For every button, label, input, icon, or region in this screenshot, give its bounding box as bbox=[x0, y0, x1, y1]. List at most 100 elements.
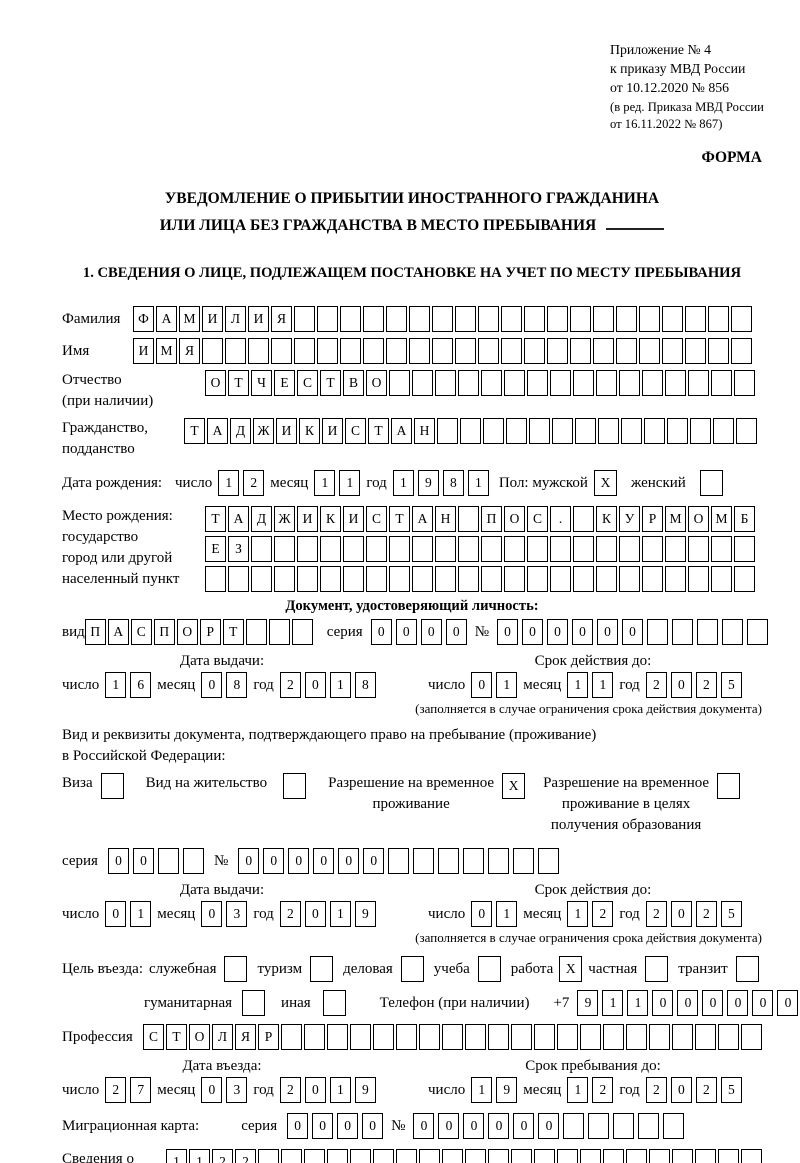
char-box[interactable]: 0 bbox=[313, 848, 335, 874]
char-box[interactable]: 0 bbox=[652, 990, 674, 1016]
char-box[interactable] bbox=[506, 418, 527, 444]
char-box[interactable] bbox=[248, 338, 269, 364]
char-box[interactable] bbox=[638, 1113, 660, 1139]
char-box[interactable]: О bbox=[688, 506, 709, 532]
char-box[interactable]: Т bbox=[368, 418, 389, 444]
char-box[interactable] bbox=[550, 370, 571, 396]
char-box[interactable]: 3 bbox=[226, 901, 248, 927]
char-box[interactable]: Р bbox=[258, 1024, 279, 1050]
char-box[interactable] bbox=[157, 848, 179, 874]
char-box[interactable]: Т bbox=[166, 1024, 187, 1050]
char-box[interactable] bbox=[258, 1149, 279, 1163]
char-box[interactable] bbox=[645, 956, 669, 982]
char-box[interactable]: 1 bbox=[627, 990, 649, 1016]
char-box[interactable] bbox=[388, 848, 410, 874]
char-box[interactable] bbox=[413, 848, 435, 874]
char-box[interactable]: 0 bbox=[238, 848, 260, 874]
char-box[interactable]: В bbox=[343, 370, 364, 396]
char-box[interactable] bbox=[672, 1149, 693, 1163]
char-box[interactable] bbox=[644, 418, 665, 444]
char-box[interactable]: 6 bbox=[130, 672, 152, 698]
char-box[interactable] bbox=[665, 536, 686, 562]
char-box[interactable] bbox=[455, 306, 476, 332]
char-box[interactable] bbox=[481, 536, 502, 562]
char-box[interactable]: П bbox=[481, 506, 502, 532]
char-box[interactable]: 1 bbox=[567, 1077, 589, 1103]
char-box[interactable]: Ч bbox=[251, 370, 272, 396]
char-box[interactable] bbox=[228, 566, 249, 592]
char-box[interactable]: 0 bbox=[670, 1077, 692, 1103]
char-box[interactable]: 0 bbox=[677, 990, 699, 1016]
char-box[interactable]: Н bbox=[414, 418, 435, 444]
char-box[interactable] bbox=[283, 773, 307, 799]
char-box[interactable]: 7 bbox=[130, 1077, 152, 1103]
char-box[interactable] bbox=[534, 1149, 555, 1163]
char-box[interactable] bbox=[688, 536, 709, 562]
char-box[interactable] bbox=[667, 418, 688, 444]
char-box[interactable] bbox=[741, 1024, 762, 1050]
char-box[interactable] bbox=[412, 370, 433, 396]
char-box[interactable] bbox=[524, 338, 545, 364]
char-box[interactable] bbox=[663, 1113, 685, 1139]
char-box[interactable]: 2 bbox=[645, 1077, 667, 1103]
char-box[interactable] bbox=[100, 773, 124, 799]
char-box[interactable]: 1 bbox=[166, 1149, 187, 1163]
char-box[interactable]: П bbox=[84, 619, 106, 645]
char-box[interactable]: И bbox=[202, 306, 223, 332]
char-box[interactable]: 2 bbox=[105, 1077, 127, 1103]
char-box[interactable]: 0 bbox=[538, 1113, 560, 1139]
char-box[interactable] bbox=[297, 536, 318, 562]
char-box[interactable] bbox=[662, 306, 683, 332]
char-box[interactable]: 8 bbox=[354, 672, 376, 698]
char-box[interactable] bbox=[665, 566, 686, 592]
char-box[interactable]: А bbox=[391, 418, 412, 444]
char-box[interactable] bbox=[616, 306, 637, 332]
char-box[interactable]: Е bbox=[205, 536, 226, 562]
char-box[interactable]: 3 bbox=[226, 1077, 248, 1103]
char-box[interactable] bbox=[481, 370, 502, 396]
char-box[interactable] bbox=[626, 1024, 647, 1050]
char-box[interactable] bbox=[310, 956, 334, 982]
char-box[interactable]: 0 bbox=[201, 672, 223, 698]
char-box[interactable] bbox=[613, 1113, 635, 1139]
char-box[interactable] bbox=[458, 536, 479, 562]
char-box[interactable]: К bbox=[320, 506, 341, 532]
char-box[interactable]: Р bbox=[642, 506, 663, 532]
char-box[interactable] bbox=[538, 848, 560, 874]
char-box[interactable]: П bbox=[153, 619, 175, 645]
char-box[interactable]: 2 bbox=[235, 1149, 256, 1163]
char-box[interactable] bbox=[511, 1149, 532, 1163]
char-box[interactable] bbox=[662, 338, 683, 364]
char-box[interactable]: 0 bbox=[471, 672, 493, 698]
char-box[interactable] bbox=[573, 370, 594, 396]
char-box[interactable] bbox=[419, 1024, 440, 1050]
char-box[interactable] bbox=[322, 990, 346, 1016]
char-box[interactable]: Л bbox=[225, 306, 246, 332]
char-box[interactable]: О bbox=[366, 370, 387, 396]
char-box[interactable]: 5 bbox=[720, 901, 742, 927]
char-box[interactable] bbox=[274, 566, 295, 592]
char-box[interactable] bbox=[386, 306, 407, 332]
char-box[interactable] bbox=[736, 418, 757, 444]
char-box[interactable] bbox=[718, 1149, 739, 1163]
char-box[interactable]: И bbox=[343, 506, 364, 532]
char-box[interactable] bbox=[697, 619, 718, 645]
char-box[interactable] bbox=[458, 566, 479, 592]
char-box[interactable]: 0 bbox=[420, 619, 442, 645]
char-box[interactable] bbox=[747, 619, 768, 645]
char-box[interactable] bbox=[363, 338, 384, 364]
char-box[interactable]: У bbox=[619, 506, 640, 532]
char-box[interactable] bbox=[373, 1149, 394, 1163]
char-box[interactable]: 0 bbox=[670, 672, 692, 698]
char-box[interactable]: 1 bbox=[592, 672, 614, 698]
char-box[interactable]: О bbox=[205, 370, 226, 396]
char-box[interactable] bbox=[593, 306, 614, 332]
char-box[interactable] bbox=[202, 338, 223, 364]
char-box[interactable] bbox=[741, 1149, 762, 1163]
char-box[interactable]: X bbox=[502, 773, 526, 799]
char-box[interactable] bbox=[642, 536, 663, 562]
char-box[interactable] bbox=[685, 338, 706, 364]
char-box[interactable]: М bbox=[711, 506, 732, 532]
char-box[interactable] bbox=[366, 536, 387, 562]
char-box[interactable] bbox=[327, 1149, 348, 1163]
